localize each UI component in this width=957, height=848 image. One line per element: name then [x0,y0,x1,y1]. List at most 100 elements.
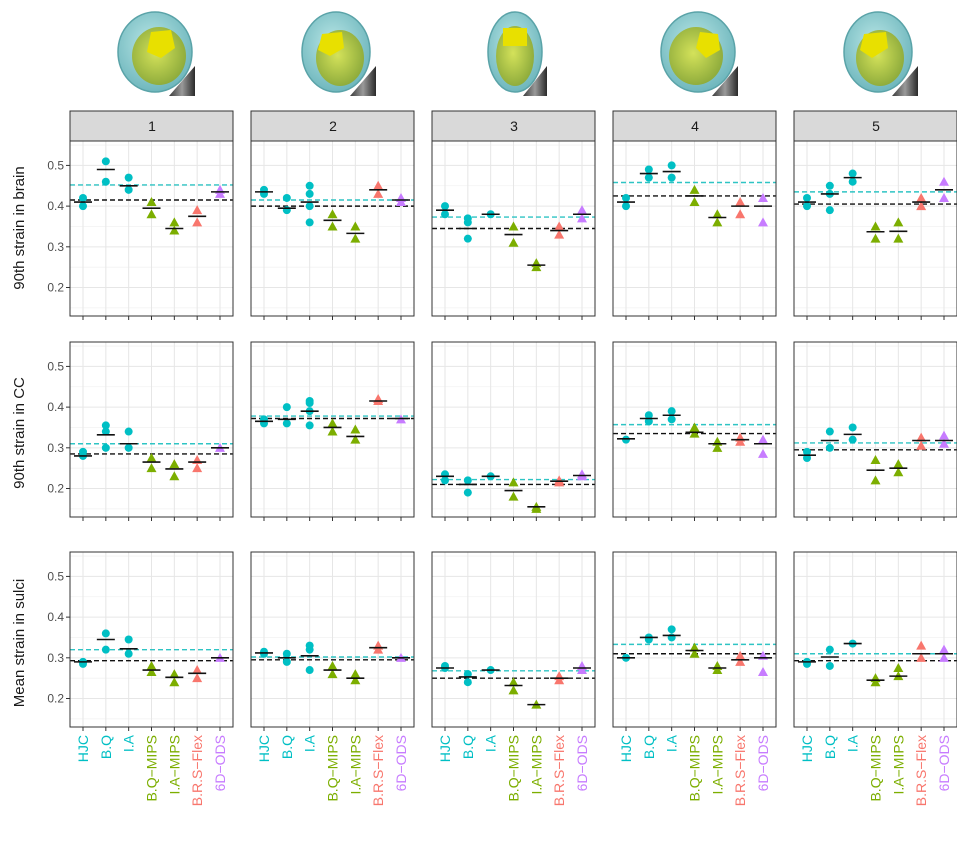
y-tick-label: 0.4 [47,199,64,213]
data-point [463,670,472,679]
data-point [79,193,87,202]
data-point [192,217,203,227]
data-point [825,206,834,215]
data-point [803,453,811,462]
x-tick-label: HJC [799,735,815,762]
x-tick-label: HJC [256,735,272,762]
x-tick-label: I.A−MIPS [166,735,182,795]
data-point [305,202,314,211]
data-point [169,669,180,679]
data-point [916,652,927,662]
x-tick-label: B.Q [460,735,476,759]
head-model-image-4 [660,11,738,96]
panel-r1-c5 [793,140,957,320]
y-tick-label: 0.5 [47,569,64,583]
data-point [667,415,676,424]
facet-label-4: 4 [691,118,699,134]
data-point [124,173,133,182]
x-tick-label: I.A [121,734,137,752]
data-point [101,177,110,186]
data-point [939,652,949,662]
data-point [893,467,904,477]
data-point [350,424,361,434]
data-point [282,419,291,428]
x-tick-label: B.R.S−Flex [732,735,748,806]
x-tick-label: HJC [437,735,453,762]
data-point [350,669,361,679]
data-point [689,642,700,652]
data-point [758,217,768,227]
x-tick-label: B.Q−MIPS [868,735,884,802]
panel-r1-c3 [431,140,596,320]
panel-r1-c1 [69,140,234,320]
data-point [169,459,180,469]
data-point [848,423,857,432]
facet-label-5: 5 [872,118,880,134]
x-tick-label: B.Q [641,735,657,759]
x-tick-label: I.A [483,734,499,752]
data-point [169,677,180,687]
x-tick-label: 6D−ODS [393,735,409,791]
data-point [870,233,881,243]
data-point [373,180,384,190]
data-point [101,629,110,638]
data-point [124,427,133,436]
head-model-image-2 [301,11,376,96]
data-point [735,656,746,666]
data-point [146,209,157,219]
panels: 0.2 0.3 0.4 0.5 0.2 0.3 0.4 0.5 0.2 0.3 0.4 0.5 [47,140,957,731]
head-model-image-5 [843,11,918,96]
x-tick-label: B.Q [98,735,114,759]
data-point [916,432,927,442]
data-point [508,491,519,501]
y-tick-label: 0.3 [47,441,64,455]
y-tick-label: 0.2 [47,281,64,295]
data-point [192,205,203,215]
facet-label-2: 2 [329,118,337,134]
y-tick-label: 0.2 [47,692,64,706]
data-point [305,218,314,227]
facet-strips: 1 2 3 4 5 [69,110,957,142]
y-tick-label: 0.5 [47,158,64,172]
data-point [327,669,338,679]
data-point [554,229,565,239]
data-point [124,635,133,644]
panel-r3-c4 [612,551,777,731]
y-tick-label: 0.4 [47,400,64,414]
data-point [848,435,857,444]
data-point [305,181,314,190]
data-point [350,434,361,444]
data-point [870,455,881,465]
data-point [327,426,338,436]
data-point [350,233,361,243]
data-point [848,177,857,186]
facet-strip-3 [431,110,596,142]
data-point [825,181,834,190]
y-tick-label: 0.5 [47,359,64,373]
data-point [689,422,700,432]
data-point [667,625,676,634]
data-point [825,645,834,654]
data-point [282,193,291,202]
data-point [916,640,927,650]
data-point [939,430,949,440]
facet-label-3: 3 [510,118,518,134]
x-tick-label: B.R.S−Flex [189,735,205,806]
data-point [373,188,384,198]
data-point [441,210,449,219]
x-tick-label: B.Q−MIPS [325,735,341,802]
data-point [825,443,834,452]
data-point [893,217,904,227]
data-point [689,648,700,658]
data-point [327,418,338,428]
x-tick-label: I.A−MIPS [347,735,363,795]
x-tick-label: 6D−ODS [755,735,771,791]
data-point [644,411,653,420]
data-point [146,452,157,462]
y-axis-label-row-1: 90th strain in brain [11,166,28,289]
data-point [146,463,157,473]
data-point [735,650,746,660]
data-point [622,193,630,202]
y-tick-label: 0.2 [47,482,64,496]
data-point [758,448,768,458]
